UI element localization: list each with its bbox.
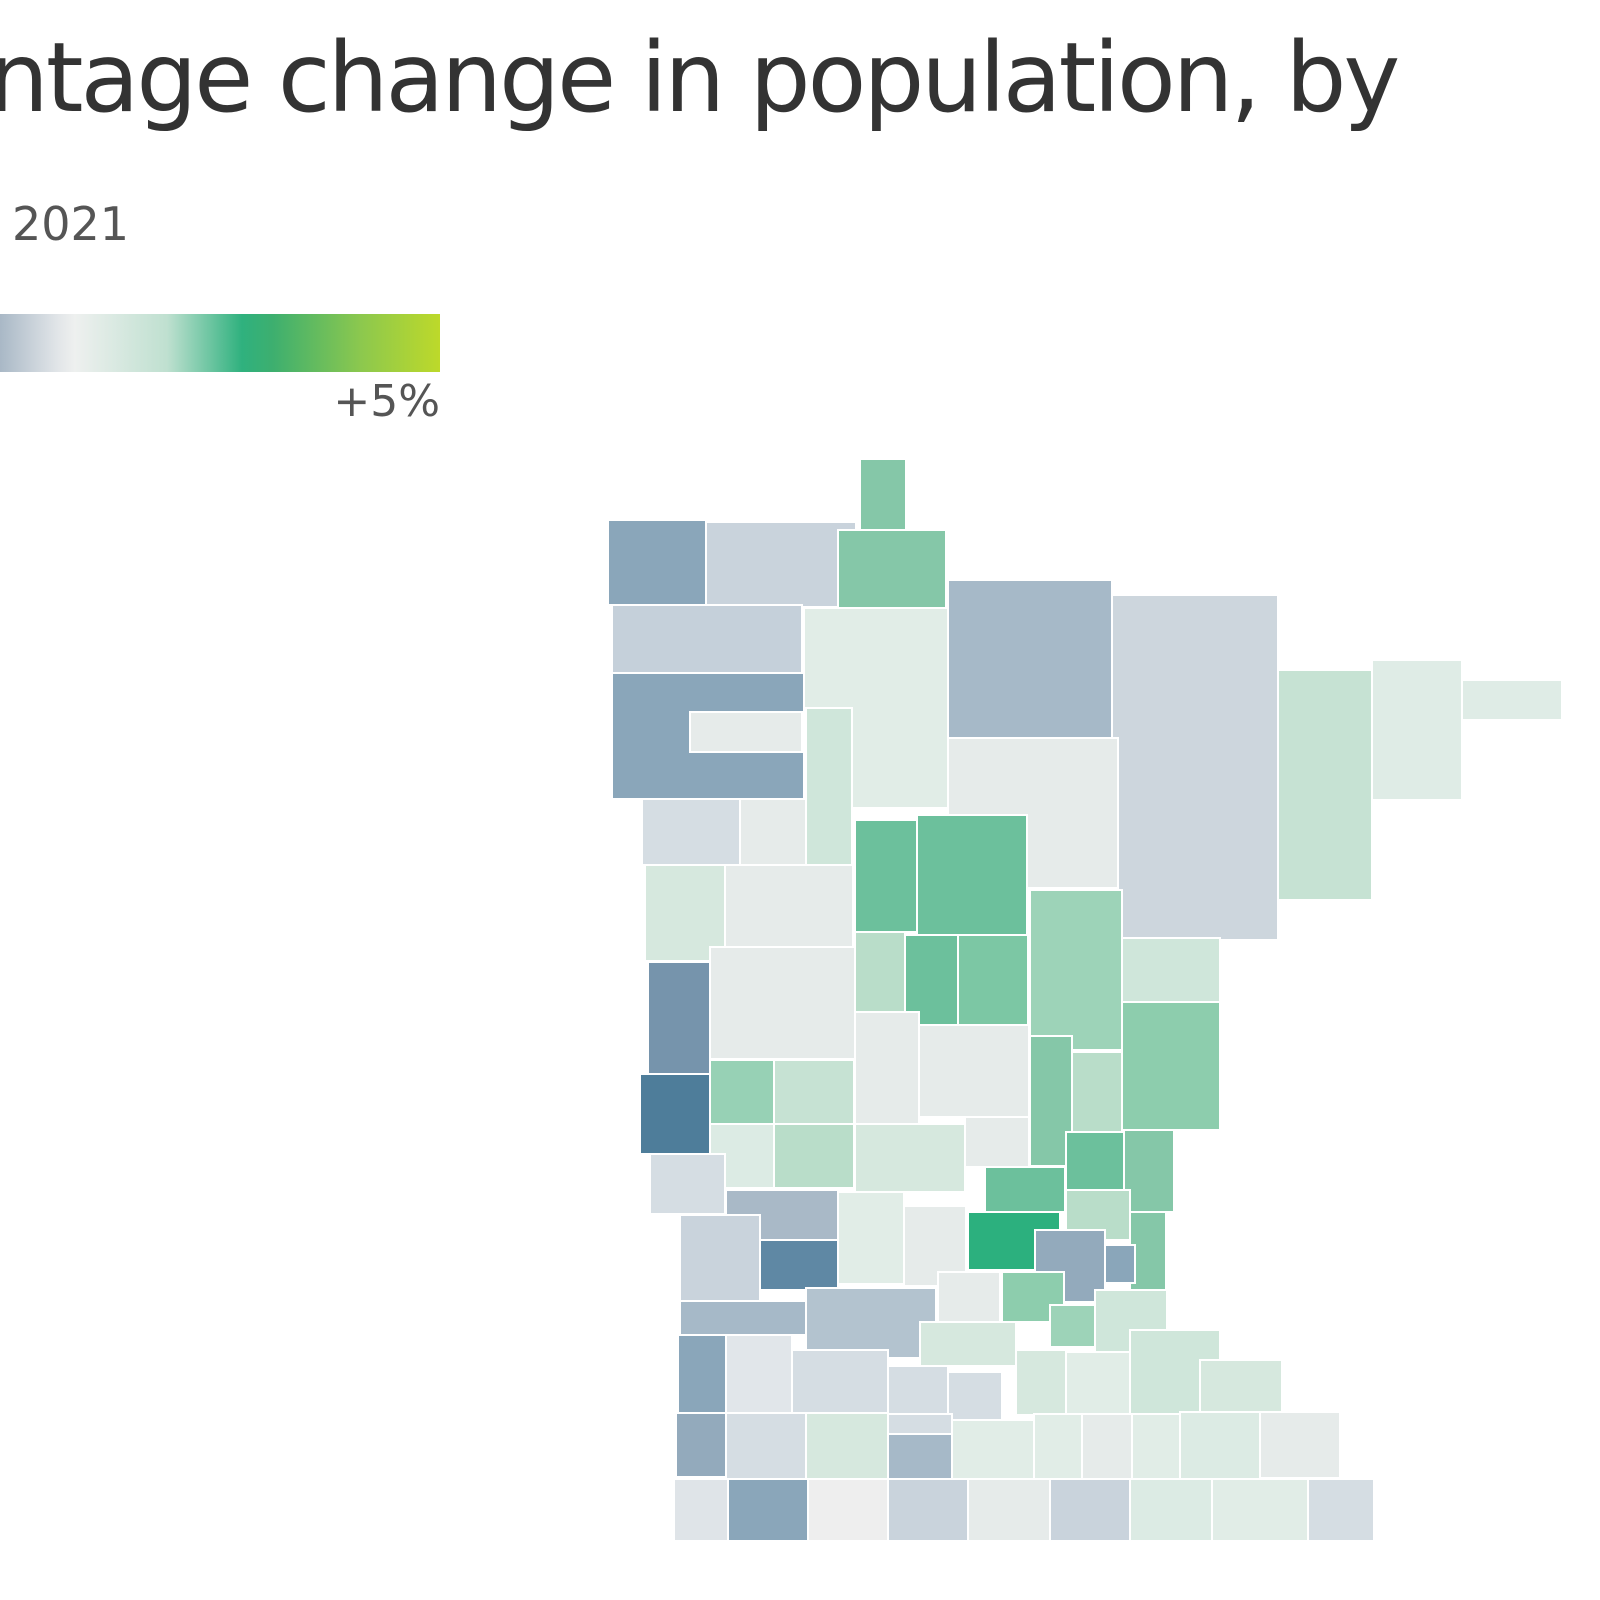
county bbox=[1123, 1129, 1175, 1213]
county bbox=[641, 798, 741, 866]
county bbox=[919, 1321, 1017, 1367]
county bbox=[859, 460, 907, 536]
county bbox=[709, 1059, 775, 1125]
county bbox=[854, 931, 906, 1013]
county bbox=[675, 1412, 727, 1478]
county bbox=[689, 711, 803, 753]
county bbox=[1015, 1349, 1067, 1416]
county bbox=[759, 1239, 839, 1291]
county bbox=[1259, 1411, 1341, 1479]
county bbox=[967, 1478, 1051, 1542]
county bbox=[1104, 1244, 1136, 1284]
county bbox=[854, 1011, 920, 1125]
county bbox=[727, 1478, 809, 1542]
county bbox=[725, 1412, 807, 1480]
county bbox=[725, 1334, 793, 1414]
county bbox=[773, 1123, 855, 1189]
county bbox=[673, 1478, 729, 1542]
chart-subtitle: 2021 bbox=[12, 197, 130, 251]
county bbox=[1179, 1411, 1261, 1481]
county bbox=[805, 1287, 937, 1359]
county bbox=[677, 1334, 727, 1414]
county bbox=[705, 521, 857, 608]
county bbox=[1049, 1478, 1131, 1542]
county bbox=[773, 1059, 855, 1125]
county bbox=[916, 814, 1028, 936]
county bbox=[854, 819, 918, 933]
county bbox=[1065, 1131, 1125, 1191]
county bbox=[1121, 1001, 1221, 1131]
county bbox=[1111, 594, 1279, 941]
county bbox=[837, 1191, 905, 1285]
county bbox=[1029, 889, 1123, 1051]
county bbox=[709, 946, 856, 1060]
county bbox=[805, 1412, 889, 1480]
county bbox=[607, 519, 707, 606]
county bbox=[807, 1478, 889, 1542]
county bbox=[791, 1349, 889, 1415]
county bbox=[1211, 1478, 1309, 1542]
county bbox=[805, 707, 853, 867]
county bbox=[1277, 669, 1373, 901]
county bbox=[1129, 1478, 1213, 1542]
county bbox=[679, 1300, 821, 1336]
county bbox=[1033, 1413, 1083, 1481]
county bbox=[918, 1024, 1030, 1118]
county bbox=[951, 1419, 1035, 1481]
chart-title: ntage change in population, by bbox=[0, 22, 1400, 134]
county bbox=[611, 604, 803, 674]
county bbox=[639, 1073, 711, 1155]
county bbox=[887, 1365, 949, 1415]
county bbox=[984, 1166, 1066, 1213]
color-scale-legend-bar bbox=[0, 314, 440, 372]
county bbox=[1065, 1351, 1131, 1415]
county bbox=[1131, 1413, 1181, 1481]
county bbox=[679, 1214, 761, 1302]
county bbox=[1199, 1359, 1283, 1413]
county bbox=[1307, 1478, 1375, 1542]
county bbox=[724, 864, 854, 948]
county bbox=[887, 1433, 953, 1481]
county bbox=[739, 798, 807, 866]
county bbox=[1371, 659, 1463, 801]
county bbox=[1121, 937, 1221, 1003]
county bbox=[1049, 1304, 1096, 1348]
county bbox=[1461, 679, 1563, 721]
county bbox=[964, 1116, 1030, 1168]
county bbox=[887, 1478, 969, 1542]
county bbox=[1081, 1413, 1133, 1481]
county bbox=[947, 1371, 1003, 1421]
county bbox=[854, 1123, 966, 1193]
minnesota-county-map bbox=[607, 460, 1563, 1542]
legend-max-label: +5% bbox=[333, 376, 440, 427]
county bbox=[647, 961, 711, 1075]
county bbox=[649, 1153, 726, 1215]
county bbox=[1071, 1051, 1123, 1133]
county bbox=[947, 579, 1113, 739]
